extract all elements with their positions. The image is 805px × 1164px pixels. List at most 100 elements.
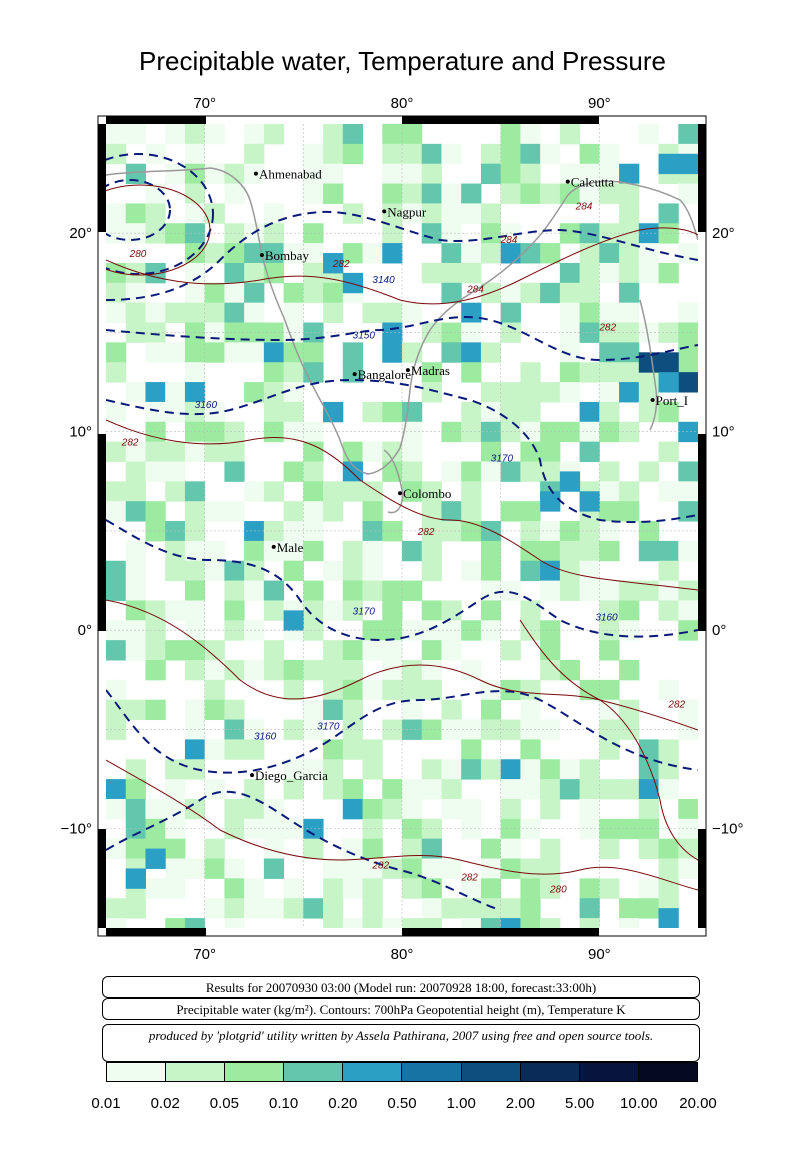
pw-cell bbox=[500, 163, 521, 185]
pw-cell bbox=[362, 798, 383, 820]
height-contour-label: 3170 bbox=[491, 453, 514, 464]
pw-cell bbox=[342, 918, 364, 928]
pw-cell bbox=[106, 362, 127, 383]
pw-cell bbox=[106, 798, 127, 820]
contour-labels: 3140 3150 3160 3160 3170 3170 3160 3170 280 282 28… bbox=[121, 201, 686, 895]
pw-cell bbox=[382, 163, 403, 185]
city-label: Calcutta bbox=[571, 175, 615, 190]
pw-cell bbox=[402, 818, 423, 840]
pw-cell bbox=[402, 421, 423, 443]
pw-cell bbox=[421, 143, 442, 165]
colorbar-segment bbox=[166, 1063, 226, 1081]
pw-cell bbox=[184, 560, 206, 582]
pw-cell bbox=[480, 540, 502, 562]
pw-cell bbox=[244, 878, 265, 899]
pw-cell bbox=[263, 124, 285, 145]
colorbar-label: 0.50 bbox=[387, 1095, 417, 1112]
colorbar-segment bbox=[461, 1063, 521, 1081]
city-label: Madras bbox=[411, 363, 450, 378]
city-label: Ahmenabad bbox=[259, 167, 322, 182]
pw-cell bbox=[382, 719, 403, 740]
pw-cell bbox=[145, 600, 166, 621]
pw-cell bbox=[579, 183, 600, 204]
pw-cell bbox=[382, 461, 403, 482]
pw-cell bbox=[382, 640, 403, 661]
map-title: Precipitable water, Temperature and Pres… bbox=[138, 46, 667, 76]
pw-cell bbox=[224, 798, 245, 820]
height-contour-label: 3140 bbox=[372, 275, 395, 286]
pw-cell bbox=[263, 818, 285, 840]
pw-cell bbox=[520, 441, 541, 462]
pw-cell bbox=[263, 660, 285, 681]
pw-cell bbox=[500, 143, 521, 165]
pw-cell bbox=[638, 461, 660, 482]
pw-cell bbox=[619, 818, 640, 840]
pw-cell bbox=[382, 679, 403, 701]
temperature-contour-label: 282 bbox=[332, 259, 350, 270]
pw-cell bbox=[441, 262, 462, 284]
pw-cell bbox=[658, 153, 679, 175]
pw-cell bbox=[599, 461, 620, 482]
pw-cell bbox=[678, 421, 698, 443]
pw-cell bbox=[303, 501, 324, 522]
pw-cell bbox=[342, 600, 364, 621]
pw-cell bbox=[678, 600, 698, 621]
pw-cell bbox=[599, 481, 620, 502]
pw-cell bbox=[520, 560, 541, 582]
pw-cell bbox=[342, 342, 364, 363]
pw-cell bbox=[362, 560, 383, 582]
pw-cell bbox=[520, 401, 541, 423]
pw-cell bbox=[678, 302, 698, 324]
pw-cell bbox=[303, 838, 324, 860]
pw-cell bbox=[184, 858, 206, 879]
lat-tick-label: 0° bbox=[78, 622, 92, 639]
pw-cell bbox=[224, 739, 245, 760]
pw-cell bbox=[599, 739, 620, 760]
pw-cell bbox=[382, 223, 403, 244]
pw-cell bbox=[441, 282, 462, 304]
pw-cell bbox=[480, 163, 502, 185]
pw-cell bbox=[619, 382, 640, 403]
lon-tick-label: 80° bbox=[391, 95, 414, 112]
pw-cell bbox=[559, 560, 581, 582]
pw-cell bbox=[461, 183, 482, 204]
pw-cell bbox=[678, 322, 698, 343]
pw-cell bbox=[244, 779, 265, 800]
pw-cell bbox=[599, 342, 620, 363]
pw-cell bbox=[145, 183, 166, 204]
axis-tick-labels: 70° 70° 80° 80° 90° 90° 20° 20° 10° 10° 0° 0° −10° −1… bbox=[61, 95, 744, 963]
pw-cell bbox=[283, 501, 304, 522]
pw-cell bbox=[165, 798, 186, 820]
pw-cell bbox=[323, 124, 344, 145]
pw-cell bbox=[520, 679, 541, 701]
pw-cell bbox=[658, 759, 679, 780]
pw-cell bbox=[520, 600, 541, 621]
pw-cell bbox=[244, 898, 265, 919]
pw-cell bbox=[184, 143, 206, 165]
pw-cell bbox=[204, 858, 225, 879]
pw-cell bbox=[599, 818, 620, 840]
height-contour-label: 3160 bbox=[595, 612, 618, 623]
pw-cell bbox=[461, 918, 482, 928]
pw-cell bbox=[106, 719, 127, 740]
pw-cell bbox=[619, 699, 640, 721]
pw-cell bbox=[599, 302, 620, 324]
pw-cell bbox=[678, 501, 698, 522]
pw-cell bbox=[263, 382, 285, 403]
pw-cell bbox=[323, 739, 344, 760]
pw-cell bbox=[441, 798, 462, 820]
pw-cell bbox=[520, 779, 541, 800]
pw-cell bbox=[500, 243, 521, 264]
pw-cell bbox=[599, 163, 620, 185]
pw-cell bbox=[125, 163, 146, 185]
pw-cell bbox=[204, 302, 225, 324]
pw-cell bbox=[658, 540, 679, 562]
pw-cell bbox=[106, 560, 127, 582]
pw-cell bbox=[540, 382, 561, 403]
colorbar-label: 1.00 bbox=[446, 1095, 476, 1112]
pw-cell bbox=[520, 461, 541, 482]
pw-cell bbox=[342, 203, 364, 224]
pw-cell bbox=[619, 342, 640, 363]
pw-cell bbox=[382, 620, 403, 641]
pw-cell bbox=[283, 362, 304, 383]
